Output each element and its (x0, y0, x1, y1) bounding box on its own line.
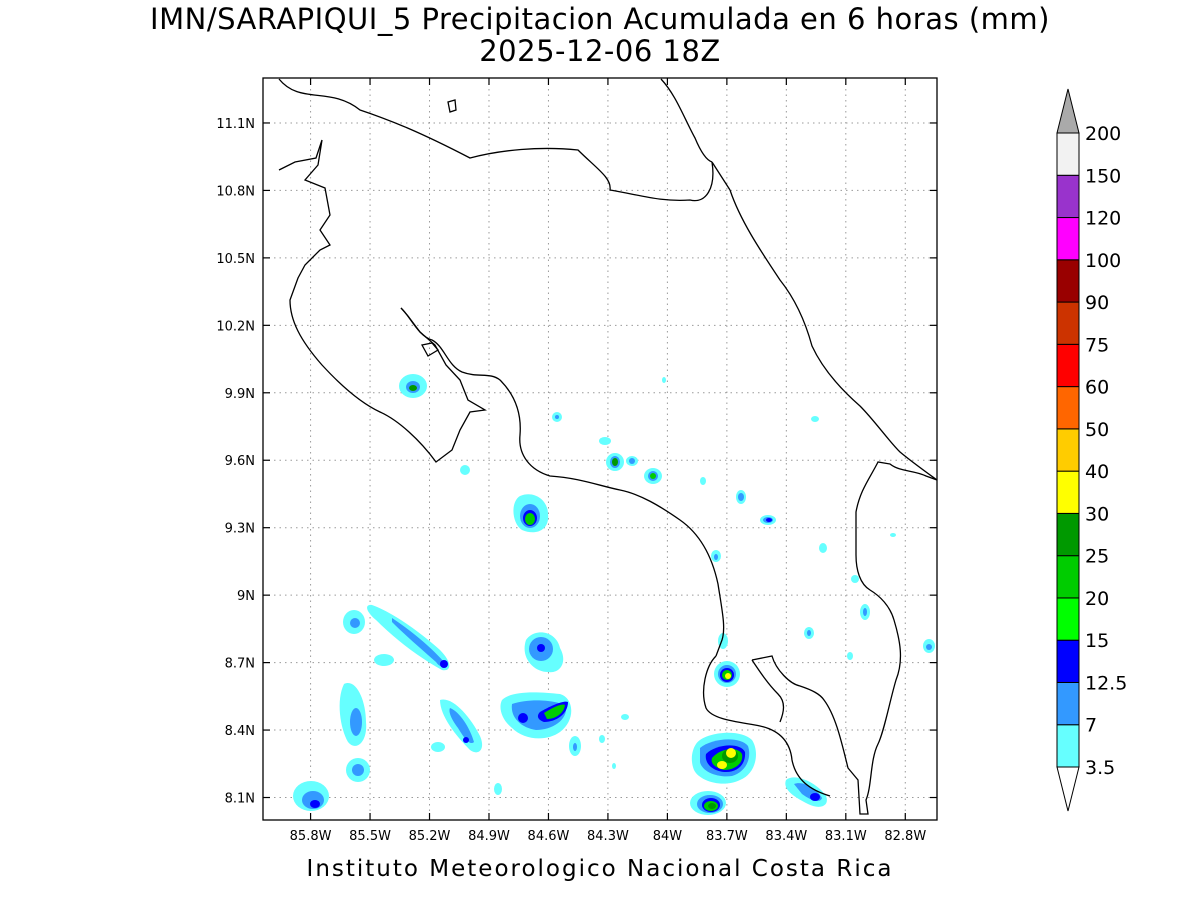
colorbar-level-label: 40 (1085, 461, 1109, 483)
lat-tick-label: 11.1N (216, 117, 255, 132)
map-frame (262, 77, 938, 821)
lat-tick-label: 9.6N (225, 454, 255, 469)
lat-axis: 11.1N 10.8N 10.5N 10.2N 9.9N 9.6N 9.3N 9N 8.7N 8.… (216, 117, 937, 807)
precip-cell (644, 468, 706, 485)
colorbar-swatch (1056, 428, 1080, 472)
lon-tick-label: 83.7W (706, 829, 748, 844)
colorbar-level-label: 50 (1085, 419, 1109, 441)
precip-cell (367, 604, 450, 671)
colorbar-level-label: 60 (1085, 377, 1109, 399)
map-subtitle: 2025-12-06 18Z (479, 34, 721, 68)
colorbar-swatch (1056, 555, 1080, 599)
lat-tick-label: 10.5N (216, 252, 255, 267)
precip-cell (785, 777, 827, 807)
colorbar-over-triangle (1056, 88, 1080, 134)
colorbar-level-label: 75 (1085, 334, 1109, 356)
precip-cell (714, 661, 740, 687)
map-credit: Instituto Meteorologico Nacional Costa R… (306, 856, 894, 882)
colorbar-swatch (1056, 301, 1080, 345)
lat-tick-label: 8.7N (225, 657, 255, 672)
coastline-borders (278, 78, 937, 815)
colorbar-swatch (1056, 174, 1080, 219)
lon-tick-label: 83.4W (765, 829, 807, 844)
colorbar-swatch (1056, 259, 1080, 303)
colorbar-level-label: 12.5 (1085, 672, 1127, 694)
lon-tick-label: 82.8W (884, 829, 926, 844)
lon-tick-label: 83.1W (825, 829, 867, 844)
colorbar-under-triangle (1056, 766, 1080, 812)
lon-tick-label: 84.3W (587, 829, 629, 844)
precip-cell (460, 377, 666, 475)
colorbar-level-label: 90 (1085, 292, 1109, 314)
lat-tick-label: 9.9N (225, 387, 255, 402)
lon-tick-label: 85.8W (290, 829, 332, 844)
precip-cell (513, 494, 549, 533)
precip-cell (711, 416, 935, 660)
lat-tick-label: 8.1N (225, 792, 255, 807)
lon-tick-label: 84.6W (528, 829, 570, 844)
colorbar-level-label: 20 (1085, 588, 1109, 610)
colorbar-level-label: 3.5 (1085, 757, 1115, 779)
lat-tick-label: 9.3N (225, 522, 255, 537)
colorbar-swatch (1056, 343, 1080, 388)
colorbar-swatch (1056, 724, 1080, 768)
colorbar-swatch (1056, 681, 1080, 726)
precip-cell (431, 699, 502, 795)
colorbar-swatch (1056, 597, 1080, 641)
colorbar-level-label: 100 (1085, 250, 1121, 272)
colorbar-swatch (1056, 217, 1080, 261)
precip-cell (399, 374, 427, 398)
precip-cell (339, 682, 370, 782)
colorbar-level-label: 120 (1085, 208, 1121, 230)
colorbar-swatch (1056, 132, 1080, 176)
precip-cell (691, 732, 756, 784)
colorbar-level-label: 7 (1085, 715, 1097, 737)
precip-cell (500, 692, 629, 769)
precipitation-field (293, 374, 935, 815)
lon-axis: 85.8W 85.5W 85.2W 84.9W 84.6W 84.3W 84W 83.7W 83… (290, 78, 926, 844)
precip-cell (524, 632, 564, 673)
lat-tick-label: 9N (237, 589, 255, 604)
colorbar-level-label: 150 (1085, 165, 1121, 187)
map-title: IMN/SARAPIQUI_5 Precipitacion Acumulada … (150, 2, 1050, 36)
lat-tick-label: 10.8N (216, 184, 255, 199)
lat-tick-label: 10.2N (216, 319, 255, 334)
colorbar-swatch (1056, 639, 1080, 683)
colorbar-legend: 3.5 7 12.5 15 20 25 30 40 50 60 75 90 100 120 150 200 (1056, 88, 1127, 812)
colorbar-swatch (1056, 512, 1080, 557)
lon-tick-label: 85.2W (409, 829, 451, 844)
colorbar-level-label: 15 (1085, 630, 1109, 652)
colorbar-level-label: 25 (1085, 546, 1109, 568)
precip-cell (293, 781, 329, 811)
colorbar-level-label: 200 (1085, 123, 1121, 145)
colorbar-swatch (1056, 386, 1080, 430)
colorbar-swatch (1056, 470, 1080, 514)
precip-cell (343, 610, 365, 634)
lon-tick-label: 84W (653, 829, 683, 844)
lon-tick-label: 84.9W (468, 829, 510, 844)
colorbar-level-label: 30 (1085, 503, 1109, 525)
lon-tick-label: 85.5W (349, 829, 391, 844)
lat-tick-label: 8.4N (225, 724, 255, 739)
precip-cell (690, 791, 726, 815)
